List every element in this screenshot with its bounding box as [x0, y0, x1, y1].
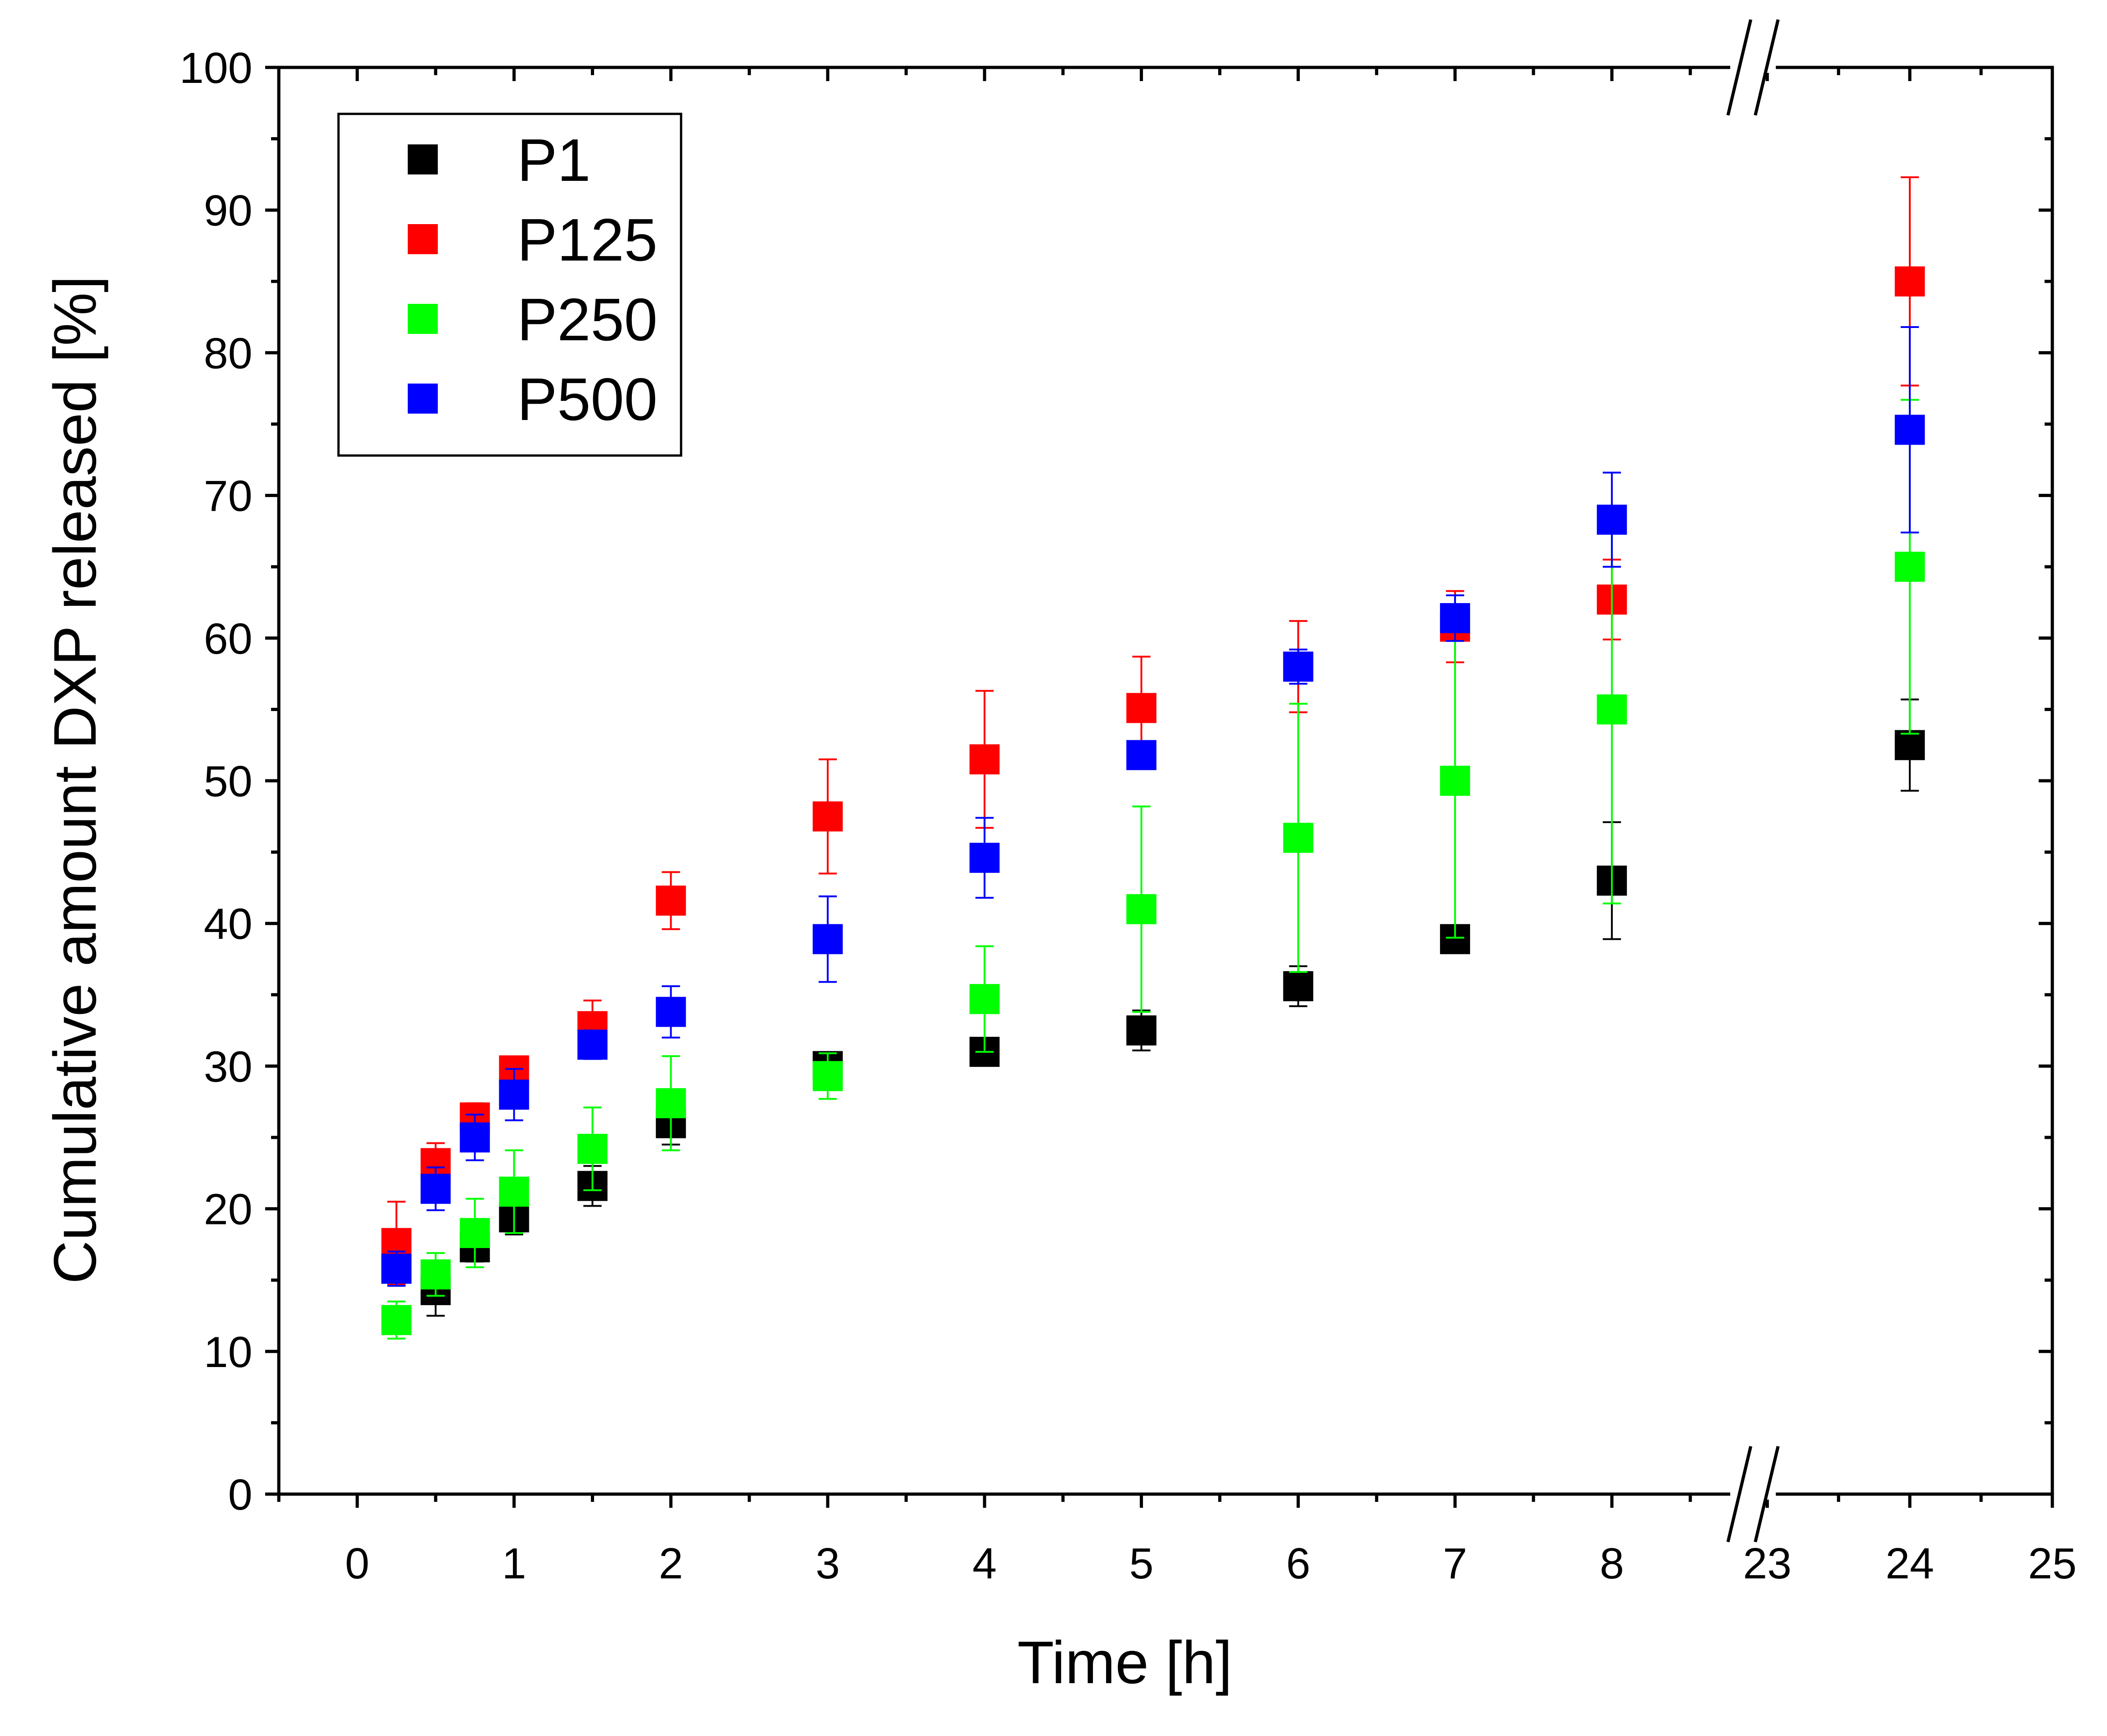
axis-break-slash [1726, 1446, 1753, 1542]
x-tick-label: 7 [1443, 1539, 1467, 1588]
axis-break-slash [1753, 19, 1780, 116]
data-point [1895, 266, 1925, 297]
data-point [381, 1305, 412, 1335]
legend-marker-p250 [408, 304, 438, 334]
y-tick-label: 50 [204, 757, 252, 806]
data-point [1597, 694, 1627, 725]
data-point [1440, 766, 1470, 796]
data-point [420, 1259, 451, 1290]
x-axis-title: Time [h] [1017, 1629, 1232, 1696]
data-point [460, 1122, 490, 1152]
y-tick-label: 100 [179, 44, 252, 92]
legend-label-p250: P250 [517, 286, 657, 353]
axis-break [1726, 19, 1780, 1542]
x-tick-label: 6 [1286, 1539, 1310, 1588]
y-tick-label: 90 [204, 186, 252, 235]
legend: P1 P125 P250 P500 [337, 113, 682, 457]
data-point [499, 1177, 529, 1207]
legend-box [337, 113, 682, 457]
plot-frame [277, 66, 2054, 1496]
data-point [656, 886, 686, 916]
x-tick-label: 24 [1886, 1539, 1934, 1588]
data-series [381, 176, 1925, 1340]
data-point [1895, 552, 1925, 582]
y-tick-label: 40 [204, 900, 252, 948]
axis-break-slash [1726, 19, 1753, 116]
legend-label-p125: P125 [517, 206, 657, 273]
x-tick-label: 1 [502, 1539, 526, 1588]
data-point [1440, 603, 1470, 633]
x-tick-label: 3 [815, 1539, 840, 1588]
x-tick-label: 23 [1743, 1539, 1792, 1588]
y-tick-label: 60 [204, 615, 252, 663]
data-point [1126, 740, 1157, 770]
y-tick-label: 20 [204, 1185, 252, 1234]
data-point [577, 1134, 608, 1164]
legend-marker-p125 [408, 224, 438, 254]
data-point [656, 997, 686, 1027]
data-point [969, 744, 1000, 775]
data-point [1126, 894, 1157, 924]
series-p500 [381, 326, 1925, 1287]
y-tick-label: 70 [204, 472, 252, 521]
data-point [1126, 1015, 1157, 1046]
data-point [812, 924, 843, 954]
data-point [1283, 823, 1313, 853]
x-tick-label: 0 [345, 1539, 369, 1588]
data-point [1283, 971, 1313, 1002]
data-point [1597, 504, 1627, 535]
x-tick-label: 8 [1599, 1539, 1624, 1588]
data-point [1126, 693, 1157, 723]
legend-label-p1: P1 [517, 127, 590, 194]
x-tick-label: 25 [2028, 1539, 2077, 1588]
data-point [1283, 651, 1313, 682]
x-tick-label: 4 [972, 1539, 996, 1588]
x-tick-label: 5 [1129, 1539, 1153, 1588]
axis-break-slash [1753, 1446, 1780, 1542]
data-point [499, 1080, 529, 1110]
legend-label-p500: P500 [517, 366, 657, 433]
data-point [969, 843, 1000, 873]
data-point [460, 1218, 490, 1248]
data-point [969, 984, 1000, 1014]
y-tick-label: 30 [204, 1042, 252, 1091]
series-p125 [381, 176, 1925, 1285]
y-axis-title: Cumulative amount DXP released [%] [41, 276, 108, 1284]
data-point [1895, 415, 1925, 445]
data-point [812, 1061, 843, 1091]
y-tick-label: 10 [204, 1328, 252, 1377]
plot-frame-rect [277, 66, 2054, 1496]
data-point [812, 801, 843, 832]
legend-marker-p1 [408, 144, 438, 174]
data-point [656, 1088, 686, 1118]
x-tick-label: 2 [659, 1539, 683, 1588]
data-point [577, 1029, 608, 1060]
y-tick-label: 0 [228, 1470, 252, 1519]
data-point [381, 1254, 412, 1284]
data-point [420, 1173, 451, 1204]
data-point [1895, 730, 1925, 760]
legend-marker-p500 [408, 384, 438, 414]
y-tick-label: 80 [204, 329, 252, 378]
